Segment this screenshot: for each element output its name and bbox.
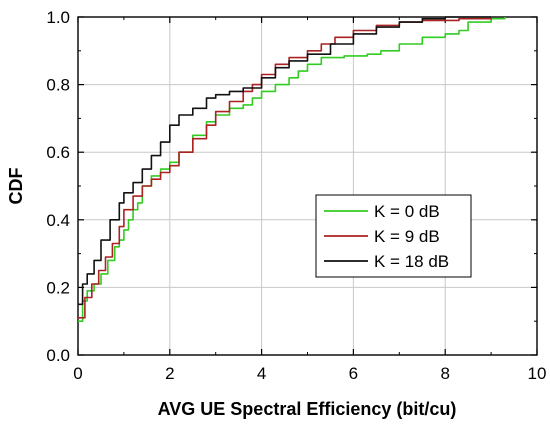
- legend-label-k-0-db: K = 0 dB: [374, 202, 440, 221]
- y-tick-label: 0.0: [46, 346, 70, 365]
- y-axis-tick-labels: 0.0 0.2 0.4 0.6 0.8 1.0: [46, 8, 70, 365]
- legend-items: K = 0 dB K = 9 dB K = 18 dB: [324, 202, 449, 271]
- x-tick-label: 2: [165, 364, 174, 383]
- grid-lines: [78, 17, 537, 355]
- y-axis-title: CDF: [6, 168, 26, 205]
- series-lines: [78, 16, 506, 322]
- y-tick-label: 0.6: [46, 143, 70, 162]
- x-axis-tick-labels: 0 2 4 6 8 10: [73, 364, 546, 383]
- series-line-k-9-db: [78, 17, 492, 319]
- x-tick-label: 10: [528, 364, 547, 383]
- y-tick-label: 0.8: [46, 76, 70, 95]
- x-axis-title: AVG UE Spectral Efficiency (bit/cu): [158, 399, 457, 419]
- legend: K = 0 dB K = 9 dB K = 18 dB: [315, 194, 472, 278]
- x-tick-label: 6: [349, 364, 358, 383]
- x-tick-label: 0: [73, 364, 82, 383]
- axis-ticks: [77, 16, 538, 356]
- y-tick-label: 0.4: [46, 211, 70, 230]
- legend-label-k-18-db: K = 18 dB: [374, 252, 449, 271]
- y-tick-label: 1.0: [46, 8, 70, 27]
- y-tick-label: 0.2: [46, 278, 70, 297]
- x-tick-label: 8: [440, 364, 449, 383]
- x-tick-label: 4: [257, 364, 266, 383]
- legend-label-k-9-db: K = 9 dB: [374, 227, 440, 246]
- series-line-k-18-db: [78, 16, 492, 306]
